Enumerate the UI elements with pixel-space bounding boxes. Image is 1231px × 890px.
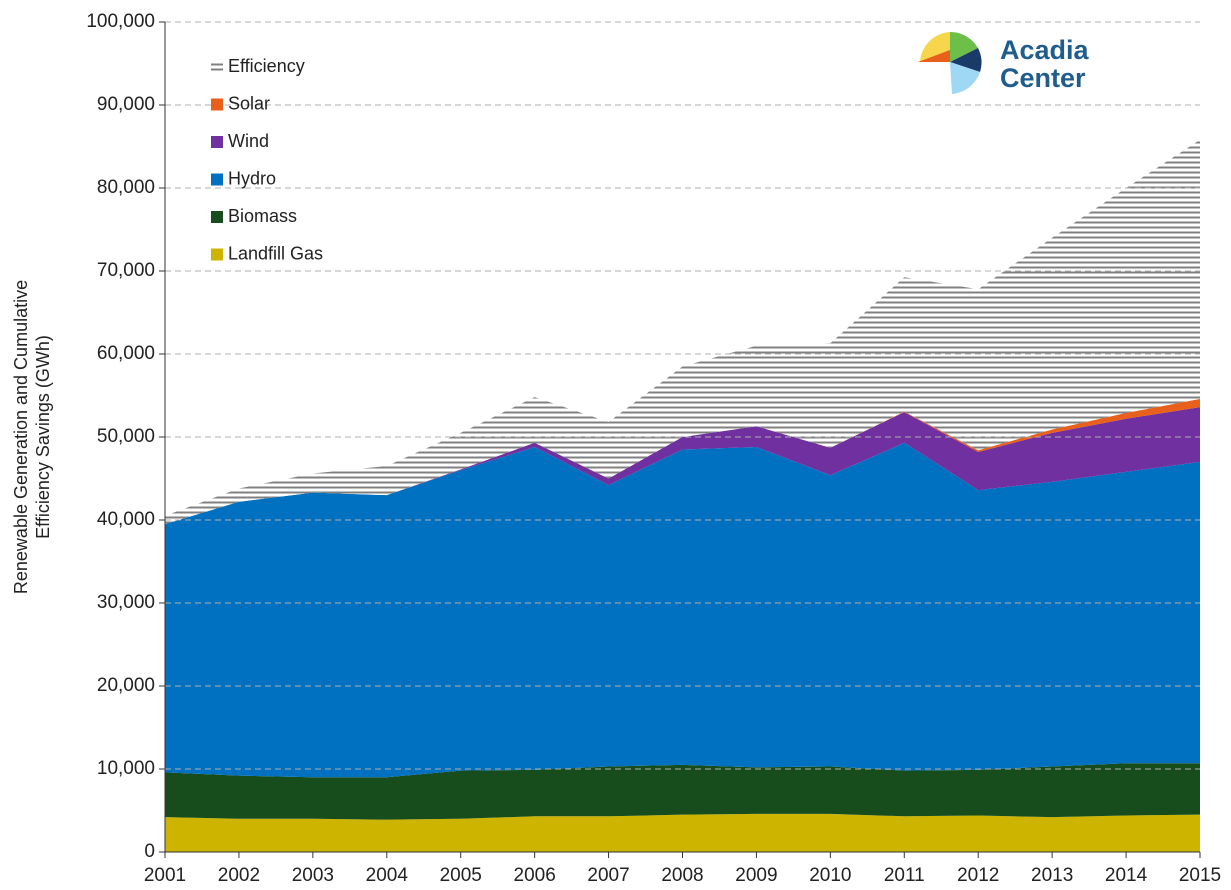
- y-axis-label: Efficiency Savings (GWh): [33, 335, 53, 539]
- y-tick-label: 50,000: [97, 426, 155, 447]
- legend-label: Hydro: [228, 168, 276, 188]
- x-tick-label: 2011: [884, 865, 925, 886]
- legend-label: Biomass: [228, 206, 297, 226]
- x-tick-label: 2004: [366, 865, 409, 886]
- y-tick-label: 0: [144, 841, 155, 862]
- x-tick-label: 2009: [735, 865, 777, 886]
- legend-swatch: [211, 173, 223, 186]
- x-tick-label: 2005: [440, 865, 482, 886]
- y-tick-label: 20,000: [97, 675, 155, 696]
- legend: Efficiency Solar Wind Hydro Biomass Landfill …: [211, 56, 323, 263]
- y-tick-label: 10,000: [97, 758, 155, 779]
- x-tick-label: 2008: [661, 865, 703, 886]
- y-tick-label: 40,000: [97, 509, 155, 530]
- x-tick-label: 2012: [957, 865, 999, 886]
- y-tick-label: 30,000: [97, 592, 155, 613]
- x-tick-label: 2013: [1031, 865, 1073, 886]
- area: [165, 813, 1200, 852]
- legend-swatch: [211, 98, 223, 111]
- y-tick-label: 90,000: [97, 94, 155, 115]
- x-tick-label: 2014: [1105, 865, 1148, 886]
- area: [165, 139, 1200, 525]
- legend-label: Solar: [228, 93, 270, 113]
- legend-swatch: [211, 136, 223, 148]
- legend-swatch: [211, 211, 223, 223]
- x-tick-label: 2015: [1179, 865, 1221, 886]
- area: [165, 442, 1200, 778]
- logo: Acadia Center: [918, 31, 1090, 94]
- x-tick-label: 2002: [218, 865, 260, 886]
- y-tick-label: 70,000: [97, 260, 155, 281]
- x-tick-label: 2006: [514, 865, 556, 886]
- area: [165, 407, 1200, 525]
- legend-swatch: [211, 248, 223, 261]
- y-axis-label: Renewable Generation and Cumulative: [11, 280, 31, 594]
- y-tick-label: 100,000: [86, 11, 155, 32]
- legend-label: Landfill Gas: [228, 243, 323, 263]
- legend-label: Efficiency: [228, 56, 305, 76]
- x-tick-label: 2001: [144, 865, 186, 886]
- legend-label: Wind: [228, 131, 269, 151]
- y-tick-label: 60,000: [97, 343, 155, 364]
- x-tick-label: 2003: [292, 865, 334, 886]
- area: [165, 763, 1200, 820]
- y-tick-label: 80,000: [97, 177, 155, 198]
- logo-text: Center: [1000, 63, 1086, 93]
- x-tick-label: 2007: [587, 865, 629, 886]
- x-tick-label: 2010: [809, 865, 851, 886]
- logo-text: Acadia: [1000, 35, 1090, 65]
